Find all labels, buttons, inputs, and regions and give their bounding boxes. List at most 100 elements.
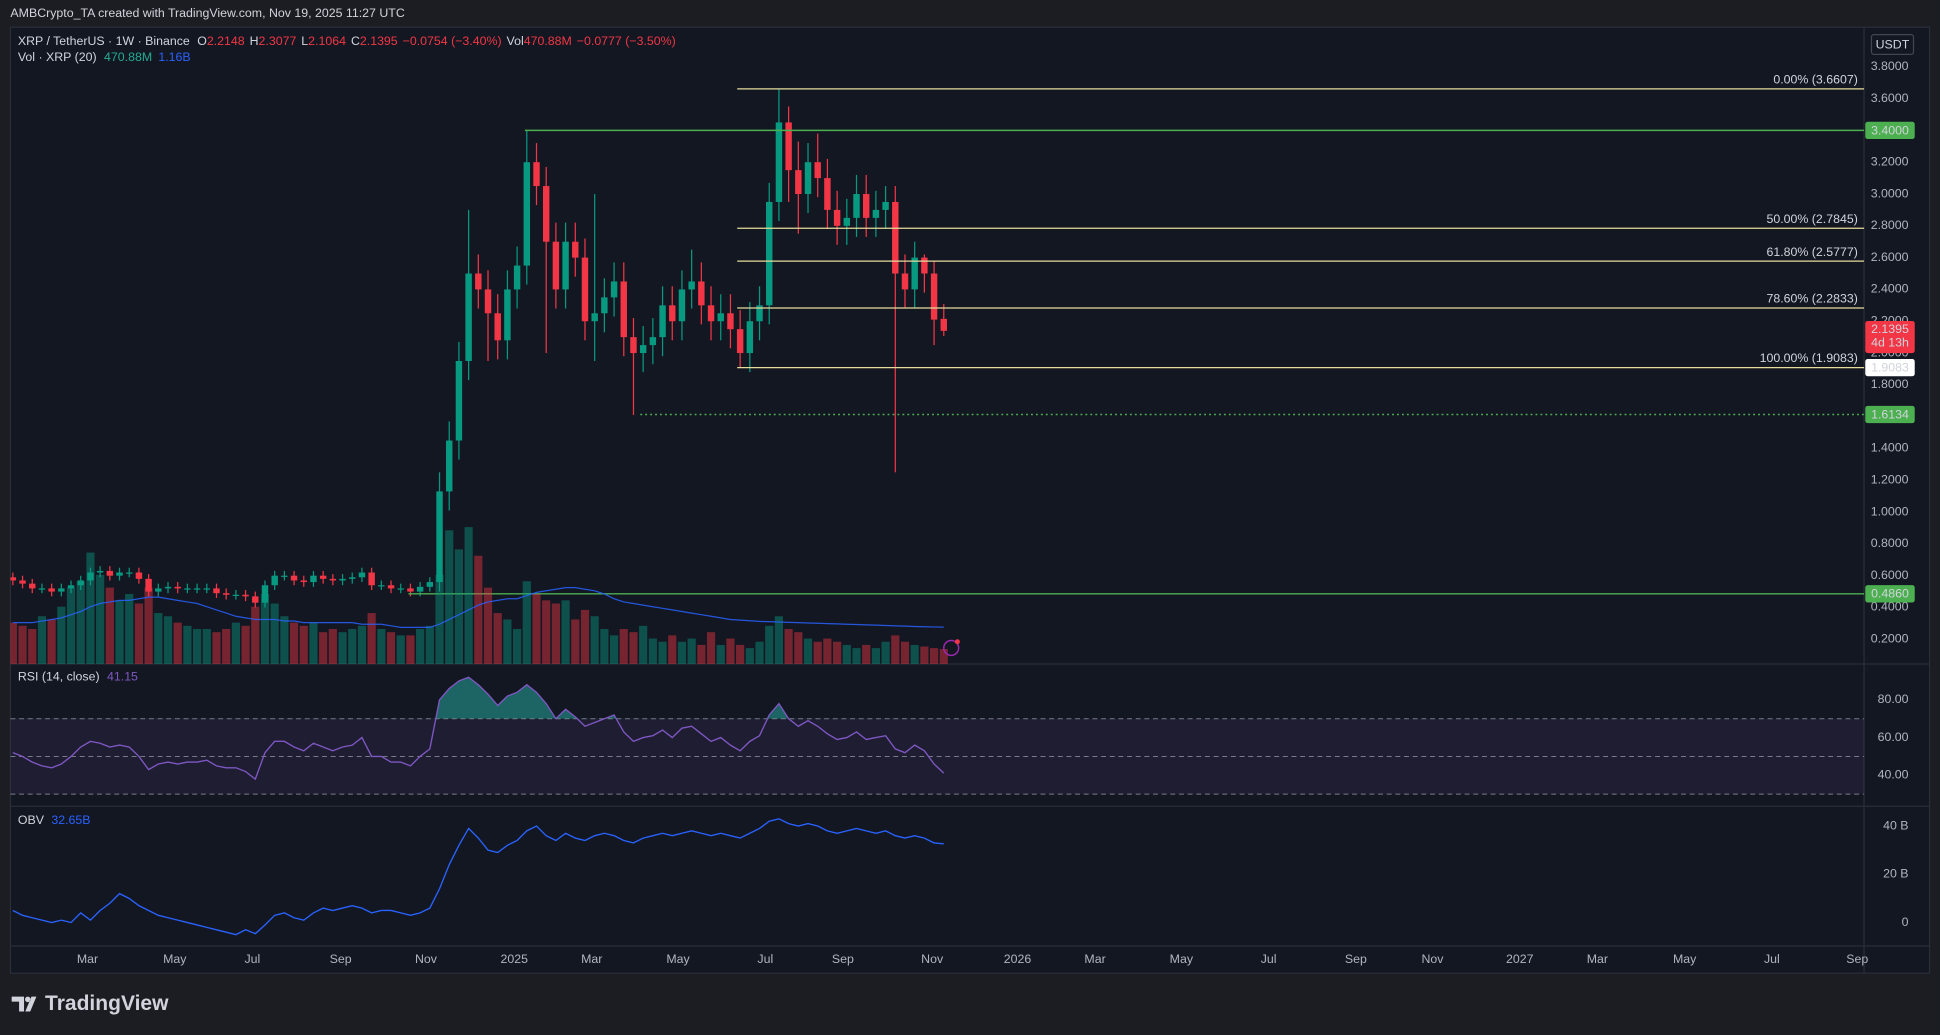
- obv-title: OBV: [18, 813, 45, 827]
- candle-body: [892, 201, 899, 274]
- candle-body: [562, 241, 569, 290]
- candle-body: [426, 582, 434, 587]
- low-value: 2.1064: [308, 34, 346, 48]
- y-tick-label: 2.8000: [1871, 218, 1909, 232]
- candle-body: [135, 572, 143, 579]
- volume-bar: [163, 616, 173, 665]
- candle-body: [572, 241, 579, 258]
- x-tick-label: May: [666, 952, 690, 966]
- candle-body: [407, 588, 414, 592]
- candle-body: [766, 201, 773, 306]
- candle-body: [242, 594, 249, 597]
- volume-bar: [328, 629, 337, 665]
- candle-body: [300, 580, 307, 583]
- obv-last: 32.65B: [51, 813, 90, 827]
- candle-body: [358, 572, 366, 578]
- candle-body: [475, 273, 482, 290]
- y-tick-label: 20 B: [1883, 867, 1908, 881]
- y-tick-label: 40.00: [1878, 768, 1909, 782]
- candle-body: [717, 313, 724, 322]
- volume-bar: [522, 581, 531, 665]
- candle-body: [688, 281, 695, 290]
- candle-body: [620, 281, 627, 338]
- volume-bar: [183, 625, 192, 665]
- candle-body: [795, 170, 802, 195]
- x-tick-label: 2027: [1506, 952, 1534, 966]
- candle-body: [804, 162, 812, 195]
- logo-icon: [11, 996, 37, 1012]
- volume: [10, 527, 948, 665]
- volume-bar: [57, 606, 66, 665]
- volume-bar: [28, 629, 37, 665]
- replay-icon[interactable]: [943, 639, 960, 657]
- volume-bar: [299, 625, 308, 665]
- level-tag-label: 0.4860: [1871, 587, 1909, 601]
- x-tick-label: Jul: [1261, 952, 1277, 966]
- candle-body: [106, 570, 114, 576]
- x-tick-label: Sep: [1846, 952, 1868, 966]
- x-tick-label: Mar: [1084, 952, 1105, 966]
- x-tick-label: Jul: [757, 952, 773, 966]
- candle-body: [513, 265, 521, 290]
- volume-bar: [193, 629, 202, 665]
- volume-bar: [571, 619, 580, 665]
- candle-body: [329, 578, 337, 581]
- candle-body: [921, 257, 928, 274]
- candle-body: [901, 273, 909, 290]
- candle-body: [174, 586, 181, 589]
- volume-bar: [794, 632, 803, 665]
- candle-body: [601, 297, 608, 314]
- volume-bar: [774, 616, 784, 665]
- candle-body: [252, 596, 259, 603]
- volume-bar: [784, 629, 793, 665]
- candle-body: [222, 593, 230, 595]
- volume-title: Vol · XRP (20): [18, 50, 97, 64]
- volume-bar: [755, 641, 764, 665]
- header-text: AMBCrypto_TA created with TradingView.co…: [10, 6, 404, 20]
- candle-body: [58, 588, 65, 592]
- volume-bar: [542, 600, 551, 665]
- candle-body: [184, 588, 191, 590]
- volume-bar: [668, 635, 677, 665]
- x-tick-label: Mar: [77, 952, 98, 966]
- volume-bar: [513, 629, 522, 665]
- fib-label: 78.60% (2.2833): [1766, 292, 1857, 306]
- candle-body: [310, 575, 317, 583]
- chart-area: [9, 26, 1931, 974]
- candle-body: [436, 491, 443, 583]
- level-tag: [1865, 121, 1915, 140]
- volume-bar: [745, 648, 754, 665]
- candle-body: [591, 313, 598, 322]
- candle-body: [48, 588, 55, 592]
- volume-bar: [47, 619, 56, 665]
- volume-bar: [910, 644, 919, 665]
- volume-bar: [726, 638, 735, 665]
- volume-bar: [474, 555, 483, 665]
- candle-body: [416, 586, 424, 592]
- candle-body: [649, 337, 657, 346]
- candle-body: [853, 194, 860, 218]
- candle-body: [378, 585, 385, 587]
- currency-label[interactable]: USDT: [1876, 37, 1910, 51]
- volume-bar: [435, 574, 444, 665]
- volume-bar: [454, 549, 464, 665]
- x-tick-label: Sep: [1345, 952, 1367, 966]
- candle-body: [87, 572, 94, 581]
- candle-body: [930, 273, 938, 320]
- volume-bar: [765, 625, 774, 665]
- currency-box[interactable]: [1870, 34, 1915, 56]
- volume-bar: [37, 616, 47, 665]
- candle-body: [669, 305, 676, 322]
- candle-body: [843, 217, 851, 226]
- candle-body: [281, 575, 288, 577]
- fib-label: 100.00% (1.9083): [1760, 351, 1858, 365]
- candle-body: [911, 257, 918, 290]
- volume-bar: [561, 600, 570, 665]
- volume-bar: [852, 648, 861, 665]
- candle-body: [116, 572, 123, 576]
- volume-name: Vol: [507, 34, 524, 48]
- candle-body: [882, 201, 889, 210]
- candle-body: [581, 257, 589, 322]
